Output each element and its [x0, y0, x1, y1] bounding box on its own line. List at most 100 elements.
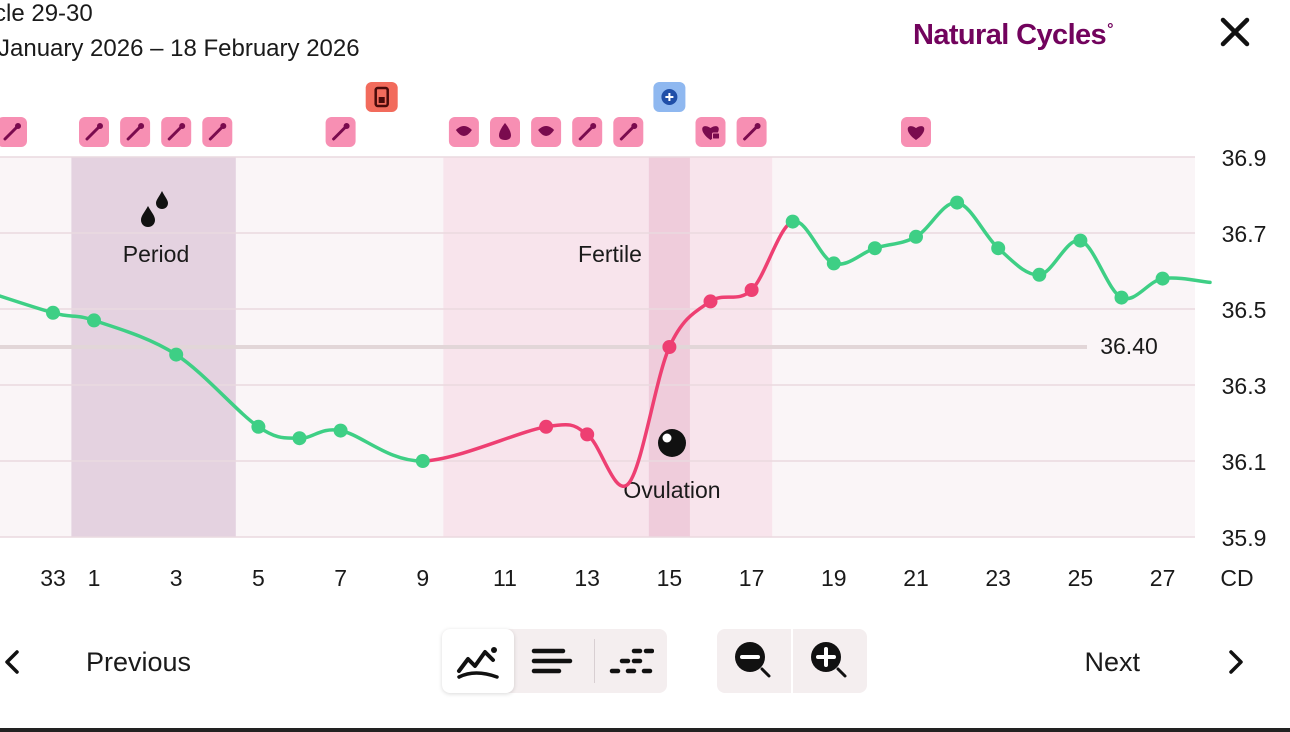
logo-text: Natural Cycles	[913, 19, 1107, 51]
cover-line-label: 36.40	[1100, 333, 1158, 359]
temperature-point	[703, 294, 718, 309]
x-tick-label: 5	[252, 565, 265, 591]
chevron-left-icon	[5, 650, 19, 674]
icon-dot	[138, 123, 145, 129]
next-label: Next	[1084, 646, 1140, 677]
x-tick-label: 13	[574, 565, 600, 591]
x-tick-label: 19	[821, 565, 847, 591]
x-tick-label: 25	[1068, 565, 1094, 591]
icon-stroke	[3, 124, 20, 141]
temperature-point	[169, 347, 184, 362]
icon-stroke	[167, 124, 184, 141]
temperature-point	[1155, 271, 1170, 286]
ovulation-egg-icon	[658, 429, 686, 457]
temperature-point	[1032, 267, 1047, 282]
temperature-point	[867, 241, 882, 256]
temperature-line-segment	[421, 425, 548, 463]
line-graph-icon	[457, 647, 499, 679]
close-button[interactable]	[1215, 12, 1255, 52]
zoom-out-button[interactable]	[717, 629, 791, 693]
egg-outer	[658, 429, 686, 457]
y-tick-label: 36.3	[1222, 373, 1267, 399]
temperature-point	[292, 431, 307, 446]
fertile-label: Fertile	[578, 241, 642, 267]
lh-test-icon	[653, 82, 686, 112]
temperature-point	[87, 313, 101, 328]
test-shape	[374, 86, 389, 108]
period-drops-icon	[141, 191, 168, 227]
swab-icon	[161, 117, 192, 147]
date-range: January 2026 – 18 February 2026	[0, 35, 360, 62]
icon-dot	[590, 123, 597, 129]
temperature-point	[415, 454, 430, 468]
swab-icon	[202, 117, 233, 147]
temperature-point	[333, 423, 348, 438]
list-bars-icon	[531, 648, 573, 674]
dot-view-button[interactable]	[595, 629, 667, 693]
drop-shape	[141, 206, 155, 227]
temperature-point	[950, 195, 965, 210]
test-plus	[665, 93, 674, 101]
x-tick-label: 9	[416, 565, 429, 591]
x-tick-label: 17	[739, 565, 765, 591]
temperature-point	[251, 419, 266, 434]
zoom-in-button[interactable]	[793, 629, 867, 693]
y-tick-label: 36.7	[1222, 221, 1267, 247]
bottom-toolbar: Previous	[0, 620, 1290, 710]
temperature-point	[744, 283, 759, 297]
chevron-right-icon	[1229, 650, 1243, 674]
view-separator	[594, 639, 595, 683]
icon-stroke	[619, 124, 636, 141]
temperature-point	[826, 256, 841, 271]
logo-ring: °	[1107, 21, 1113, 38]
previous-label: Previous	[86, 646, 192, 677]
icon-shape	[538, 126, 555, 136]
view-mode-group	[442, 629, 667, 693]
egg-highlight	[662, 433, 672, 443]
swab-icon	[120, 117, 151, 147]
temperature-point	[539, 419, 554, 434]
temperature-line-segment	[174, 352, 261, 429]
drop-icon	[490, 117, 520, 147]
temperature-point	[785, 214, 800, 229]
window-bottom-border	[0, 728, 1290, 732]
x-tick-label: 21	[903, 565, 929, 591]
period-label: Period	[123, 241, 189, 267]
icon-shape	[907, 126, 925, 140]
swab-icon	[736, 117, 767, 147]
next-button[interactable]: Next	[1084, 640, 1248, 684]
heart-lock-icon	[695, 117, 726, 147]
bar-view-button[interactable]	[516, 629, 588, 693]
drop-shape	[156, 191, 168, 209]
icon-stroke	[126, 124, 143, 141]
icon-dot	[220, 123, 227, 129]
temperature-point	[46, 305, 60, 320]
close-icon	[1220, 17, 1250, 47]
temperature-line-segment	[0, 294, 55, 315]
y-tick-label: 36.5	[1222, 297, 1267, 323]
swab-icon	[79, 117, 109, 147]
mucus-icon	[531, 117, 562, 147]
previous-button[interactable]: Previous	[0, 640, 191, 684]
zoom-in-icon	[811, 642, 847, 678]
icon-dot	[15, 123, 21, 129]
temperature-point	[1073, 233, 1088, 248]
temperature-point	[1114, 290, 1129, 305]
swab-icon	[325, 117, 356, 147]
icon-shape	[499, 123, 511, 140]
temperature-line-segment	[626, 345, 672, 486]
x-tick-label: 27	[1150, 565, 1176, 591]
swab-icon	[0, 117, 27, 147]
ovulation-label: Ovulation	[623, 477, 720, 503]
y-tick-label: 36.9	[1222, 145, 1267, 171]
x-tick-label: 1	[88, 565, 101, 591]
header: cle 29-30 January 2026 – 18 February 202…	[0, 0, 1290, 80]
icon-stroke	[85, 124, 102, 141]
zoom-separator	[791, 629, 793, 693]
icon-stroke	[578, 124, 595, 141]
x-tick-label: 11	[493, 565, 517, 591]
x-tick-label: 3	[170, 565, 183, 591]
graph-view-button[interactable]	[442, 629, 514, 693]
x-tick-label: 33	[40, 565, 66, 591]
